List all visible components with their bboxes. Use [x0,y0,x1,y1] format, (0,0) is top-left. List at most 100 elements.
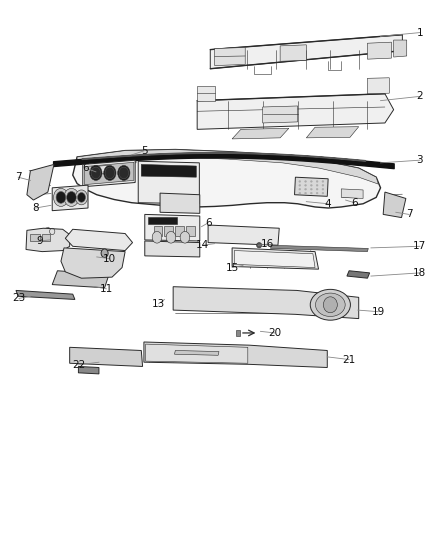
Polygon shape [280,45,306,61]
Text: 20: 20 [268,328,282,338]
Text: 1: 1 [417,28,423,38]
Polygon shape [383,192,406,217]
Polygon shape [173,287,359,319]
Text: 5: 5 [141,146,148,156]
Ellipse shape [91,167,101,179]
Polygon shape [367,42,392,59]
Text: 6: 6 [82,163,89,173]
Ellipse shape [53,188,68,206]
Text: 6: 6 [351,198,358,208]
Polygon shape [263,106,297,123]
Ellipse shape [311,192,312,194]
Polygon shape [174,351,219,356]
Text: 7: 7 [15,172,21,182]
Bar [148,216,177,224]
Polygon shape [73,150,381,208]
Ellipse shape [90,165,102,180]
Text: 22: 22 [72,360,85,370]
Ellipse shape [322,181,324,182]
Text: 6: 6 [205,218,212,228]
Polygon shape [306,127,359,138]
Bar [122,158,134,163]
Polygon shape [16,290,75,300]
Ellipse shape [299,181,300,182]
Polygon shape [208,225,279,245]
Polygon shape [234,251,315,268]
Ellipse shape [305,189,307,190]
Ellipse shape [180,231,190,243]
Ellipse shape [67,191,76,203]
Polygon shape [197,94,394,130]
Text: 21: 21 [343,354,356,365]
Bar [164,226,173,236]
Bar [175,226,184,236]
Text: 8: 8 [32,203,39,213]
Polygon shape [121,157,136,164]
Polygon shape [197,86,215,101]
Ellipse shape [56,191,66,203]
Bar [236,330,240,336]
Polygon shape [27,165,54,200]
Polygon shape [271,245,368,252]
Ellipse shape [305,184,307,186]
Polygon shape [232,248,318,269]
Polygon shape [341,189,363,198]
Polygon shape [138,161,199,204]
Polygon shape [145,241,200,257]
Ellipse shape [310,289,350,320]
Ellipse shape [257,243,262,248]
Ellipse shape [322,189,324,190]
Polygon shape [26,228,70,252]
Ellipse shape [316,192,318,194]
Polygon shape [92,165,108,174]
Polygon shape [78,367,99,374]
Polygon shape [160,193,200,213]
Ellipse shape [105,167,115,179]
Bar [42,233,50,241]
Text: 18: 18 [413,268,427,278]
Ellipse shape [152,231,162,243]
Polygon shape [61,248,125,278]
Ellipse shape [119,167,129,179]
Polygon shape [52,271,109,288]
Text: 15: 15 [226,263,239,272]
Ellipse shape [322,184,324,186]
Ellipse shape [299,184,300,186]
Ellipse shape [311,189,312,190]
Ellipse shape [75,190,88,205]
Ellipse shape [316,181,318,182]
Text: 23: 23 [12,293,26,303]
Text: 10: 10 [102,254,116,263]
Polygon shape [146,344,248,364]
Polygon shape [210,35,403,69]
Text: 4: 4 [325,199,332,209]
Ellipse shape [118,165,130,180]
Text: 9: 9 [37,236,43,246]
Ellipse shape [166,231,176,243]
Bar [186,226,195,236]
Text: 16: 16 [261,239,274,249]
Ellipse shape [311,184,312,186]
Ellipse shape [101,249,108,257]
Text: 11: 11 [100,284,113,294]
Ellipse shape [323,297,337,313]
Polygon shape [367,78,389,94]
Ellipse shape [78,192,85,202]
Text: 3: 3 [417,155,423,165]
Polygon shape [83,160,135,187]
Ellipse shape [305,181,307,182]
Bar [153,226,162,236]
Text: 19: 19 [372,306,385,317]
Ellipse shape [299,192,300,194]
Text: 2: 2 [417,91,423,101]
Ellipse shape [299,189,300,190]
Polygon shape [65,229,133,251]
Polygon shape [232,128,289,139]
Bar [30,233,40,241]
Polygon shape [394,40,407,57]
Polygon shape [52,185,88,211]
Polygon shape [70,348,143,367]
Text: 13: 13 [152,298,166,309]
Polygon shape [145,214,200,241]
Ellipse shape [316,184,318,186]
